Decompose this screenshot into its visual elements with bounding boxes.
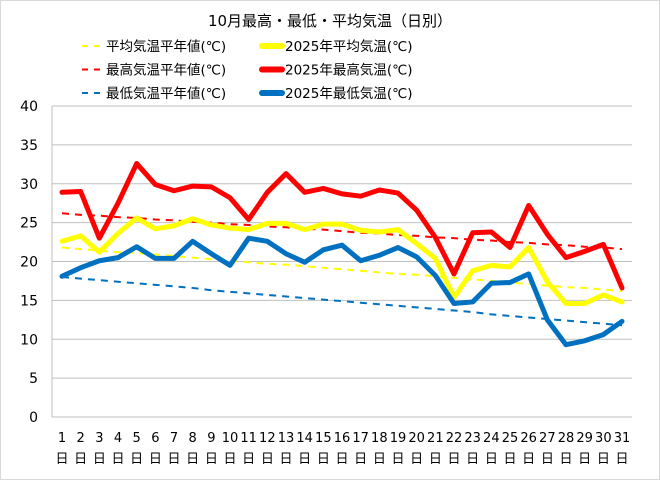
x-tick-unit: 日 — [242, 452, 255, 467]
x-tick-label: 8 — [189, 431, 197, 446]
x-tick-label: 24 — [483, 431, 500, 446]
x-tick-label: 2 — [77, 431, 85, 446]
x-tick-label: 20 — [408, 431, 425, 446]
x-tick-unit: 日 — [149, 452, 162, 467]
series-line — [59, 215, 625, 306]
x-tick-label: 6 — [151, 431, 159, 446]
y-tick-label: 0 — [29, 410, 38, 426]
x-tick-label: 25 — [502, 431, 519, 446]
x-tick-unit: 日 — [130, 452, 143, 467]
x-tick-unit: 日 — [354, 452, 367, 467]
x-tick-label: 28 — [558, 431, 575, 446]
y-tick-label: 35 — [20, 138, 38, 154]
series-line — [61, 212, 623, 251]
x-tick-unit: 日 — [410, 452, 423, 467]
x-tick-unit: 日 — [578, 452, 591, 467]
x-tick-unit: 日 — [205, 452, 218, 467]
legend-label: 最高気温平年値(℃) — [106, 62, 226, 79]
x-tick-label: 30 — [595, 431, 612, 446]
x-tick-label: 15 — [315, 431, 332, 446]
legend-label: 2025年最高気温(℃) — [285, 62, 413, 79]
x-tick-unit: 日 — [559, 452, 572, 467]
x-tick-label: 5 — [133, 431, 141, 446]
x-tick-label: 29 — [576, 431, 593, 446]
x-tick-unit: 日 — [447, 452, 460, 467]
series-line — [59, 235, 625, 348]
x-tick-label: 9 — [207, 431, 215, 446]
x-tick-label: 13 — [278, 431, 295, 446]
series-line — [61, 276, 623, 327]
x-tick-unit: 日 — [167, 452, 180, 467]
x-tick-label: 27 — [539, 431, 556, 446]
x-tick-unit: 日 — [485, 452, 498, 467]
x-tick-label: 17 — [352, 431, 369, 446]
chart-title: 10月最高・最低・平均気温（日別） — [208, 12, 452, 30]
x-tick-unit: 日 — [279, 452, 292, 467]
x-tick-unit: 日 — [335, 452, 348, 467]
x-tick-unit: 日 — [429, 452, 442, 467]
legend-label: 2025年最低気温(℃) — [285, 86, 413, 102]
x-tick-unit: 日 — [541, 452, 554, 467]
x-tick-label: 16 — [334, 431, 351, 446]
y-tick-label: 15 — [20, 293, 38, 309]
x-tick-unit: 日 — [522, 452, 535, 467]
x-tick-label: 31 — [614, 431, 631, 446]
x-tick-unit: 日 — [615, 452, 628, 467]
x-tick-unit: 日 — [391, 452, 404, 467]
x-tick-label: 19 — [390, 431, 407, 446]
x-tick-label: 7 — [170, 431, 178, 446]
series-line — [59, 161, 625, 291]
x-tick-unit: 日 — [93, 452, 106, 467]
x-tick-unit: 日 — [317, 452, 330, 467]
x-tick-label: 10 — [222, 431, 239, 446]
x-tick-label: 18 — [371, 431, 388, 446]
series-line — [61, 246, 623, 293]
x-tick-unit: 日 — [466, 452, 479, 467]
x-tick-label: 21 — [427, 431, 444, 446]
legend-label: 2025年平均気温(℃) — [285, 39, 413, 55]
x-tick-unit: 日 — [373, 452, 386, 467]
y-tick-label: 25 — [20, 216, 38, 232]
y-tick-label: 30 — [20, 177, 38, 193]
x-tick-label: 14 — [296, 431, 313, 446]
y-tick-label: 40 — [20, 99, 38, 115]
x-tick-label: 12 — [259, 431, 276, 446]
x-tick-unit: 日 — [111, 452, 124, 467]
x-tick-unit: 日 — [186, 452, 199, 467]
y-tick-label: 10 — [20, 332, 38, 348]
x-tick-label: 11 — [240, 431, 257, 446]
y-tick-label: 20 — [20, 255, 38, 271]
x-tick-label: 26 — [520, 431, 537, 446]
legend-label: 最低気温平年値(℃) — [106, 86, 226, 102]
x-tick-label: 22 — [446, 431, 463, 446]
legend-label: 平均気温平年値(℃) — [106, 39, 226, 55]
y-tick-label: 5 — [29, 371, 38, 387]
x-tick-unit: 日 — [223, 452, 236, 467]
x-tick-unit: 日 — [597, 452, 610, 467]
x-tick-label: 4 — [114, 431, 122, 446]
x-tick-label: 3 — [95, 431, 103, 446]
x-tick-unit: 日 — [74, 452, 87, 467]
x-tick-unit: 日 — [503, 452, 516, 467]
x-tick-label: 1 — [58, 431, 66, 446]
x-tick-unit: 日 — [298, 452, 311, 467]
x-tick-unit: 日 — [261, 452, 274, 467]
x-tick-label: 23 — [464, 431, 481, 446]
x-tick-unit: 日 — [55, 452, 68, 467]
